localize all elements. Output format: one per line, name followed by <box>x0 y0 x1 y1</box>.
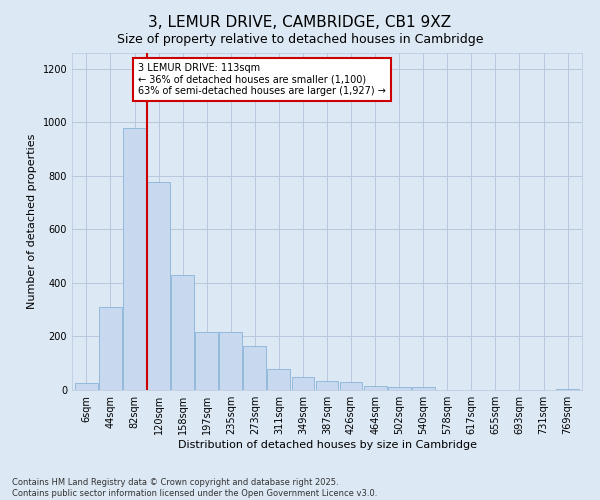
Bar <box>99 307 122 390</box>
Text: Contains HM Land Registry data © Crown copyright and database right 2025.
Contai: Contains HM Land Registry data © Crown c… <box>12 478 377 498</box>
Bar <box>123 128 146 390</box>
Bar <box>147 182 170 390</box>
Y-axis label: Number of detached properties: Number of detached properties <box>27 134 37 309</box>
Bar <box>220 332 242 390</box>
Bar <box>316 380 338 390</box>
Bar <box>268 368 290 390</box>
Bar <box>556 388 579 390</box>
Bar <box>195 332 218 390</box>
Bar <box>75 384 98 390</box>
X-axis label: Distribution of detached houses by size in Cambridge: Distribution of detached houses by size … <box>178 440 476 450</box>
Bar <box>292 376 314 390</box>
Bar <box>244 346 266 390</box>
Bar <box>171 275 194 390</box>
Bar <box>388 388 410 390</box>
Text: 3 LEMUR DRIVE: 113sqm
← 36% of detached houses are smaller (1,100)
63% of semi-d: 3 LEMUR DRIVE: 113sqm ← 36% of detached … <box>139 62 386 96</box>
Bar <box>364 386 386 390</box>
Bar <box>412 388 434 390</box>
Text: Size of property relative to detached houses in Cambridge: Size of property relative to detached ho… <box>117 32 483 46</box>
Text: 3, LEMUR DRIVE, CAMBRIDGE, CB1 9XZ: 3, LEMUR DRIVE, CAMBRIDGE, CB1 9XZ <box>148 15 452 30</box>
Bar <box>340 382 362 390</box>
